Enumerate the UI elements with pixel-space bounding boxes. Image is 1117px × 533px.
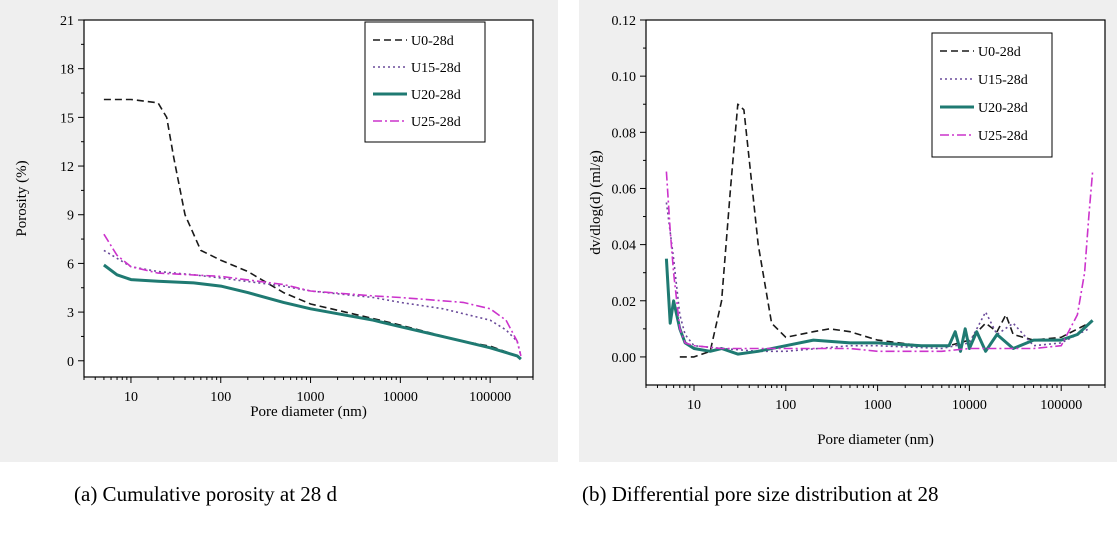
legend-label: U20-28d (978, 101, 1028, 116)
x-tick-label: 1000 (864, 398, 892, 413)
legend-label: U0-28d (978, 45, 1021, 60)
x-axis-title: Pore diameter (nm) (817, 432, 934, 448)
legend-label: U25-28d (978, 129, 1028, 144)
y-tick-label: 18 (60, 63, 74, 78)
x-tick-label: 100000 (1040, 398, 1082, 413)
y-tick-label: 12 (60, 160, 74, 175)
x-tick-label: 1000 (297, 390, 325, 405)
caption-a: (a) Cumulative porosity at 28 d (74, 482, 338, 506)
x-tick-label: 100 (210, 390, 231, 405)
series-line-u15-28d (103, 249, 522, 357)
legend-box (364, 21, 486, 143)
series-line-u15-28d (665, 202, 1090, 353)
y-tick-label: 0 (67, 355, 74, 370)
y-tick-label: 0.06 (612, 182, 637, 197)
x-tick-label: 10 (124, 390, 138, 405)
y-tick-label: 3 (67, 306, 74, 321)
y-tick-label: 0.12 (612, 14, 637, 29)
caption-b: (b) Differential pore size distribution … (582, 482, 939, 506)
legend-label: U25-28d (411, 115, 461, 130)
y-tick-label: 21 (60, 14, 74, 29)
y-tick-label: 6 (67, 257, 74, 272)
y-tick-label: 0.00 (612, 351, 637, 366)
chart-b: 0.00 0.02 0.04 0.06 0.08 0.10 0.12 10 100 1000 100… (588, 14, 1106, 448)
legend-label: U0-28d (411, 34, 454, 49)
x-tick-label: 10 (687, 398, 701, 413)
x-tick-label: 10000 (952, 398, 987, 413)
y-tick-label: 0.08 (612, 126, 637, 141)
y-tick-label: 9 (67, 209, 74, 224)
y-tick-label: 0.02 (612, 295, 637, 310)
legend-label: U15-28d (978, 73, 1028, 88)
y-axis-title: dv/dlog(d) (ml/g) (588, 150, 604, 255)
x-tick-label: 100 (775, 398, 796, 413)
x-axis-title: Pore diameter (nm) (250, 404, 367, 420)
legend-label: U15-28d (411, 61, 461, 76)
series-line-u25-28d (103, 233, 522, 357)
x-tick-label: 10000 (383, 390, 418, 405)
y-tick-label: 0.04 (612, 239, 637, 254)
y-tick-label: 0.10 (612, 70, 637, 85)
y-tick-label: 15 (60, 111, 74, 126)
series-line-u25-28d (665, 171, 1094, 353)
chart-a: 0 3 6 9 12 15 18 21 10 100 1000 10000 100000 Pore dia… (14, 14, 534, 420)
legend-box (931, 32, 1053, 158)
series-line-u20-28d (103, 263, 522, 361)
y-axis-title: Porosity (%) (14, 160, 30, 236)
x-tick-label: 100000 (469, 390, 511, 405)
legend-label: U20-28d (411, 88, 461, 103)
series-line-u20-28d (664, 258, 1094, 356)
